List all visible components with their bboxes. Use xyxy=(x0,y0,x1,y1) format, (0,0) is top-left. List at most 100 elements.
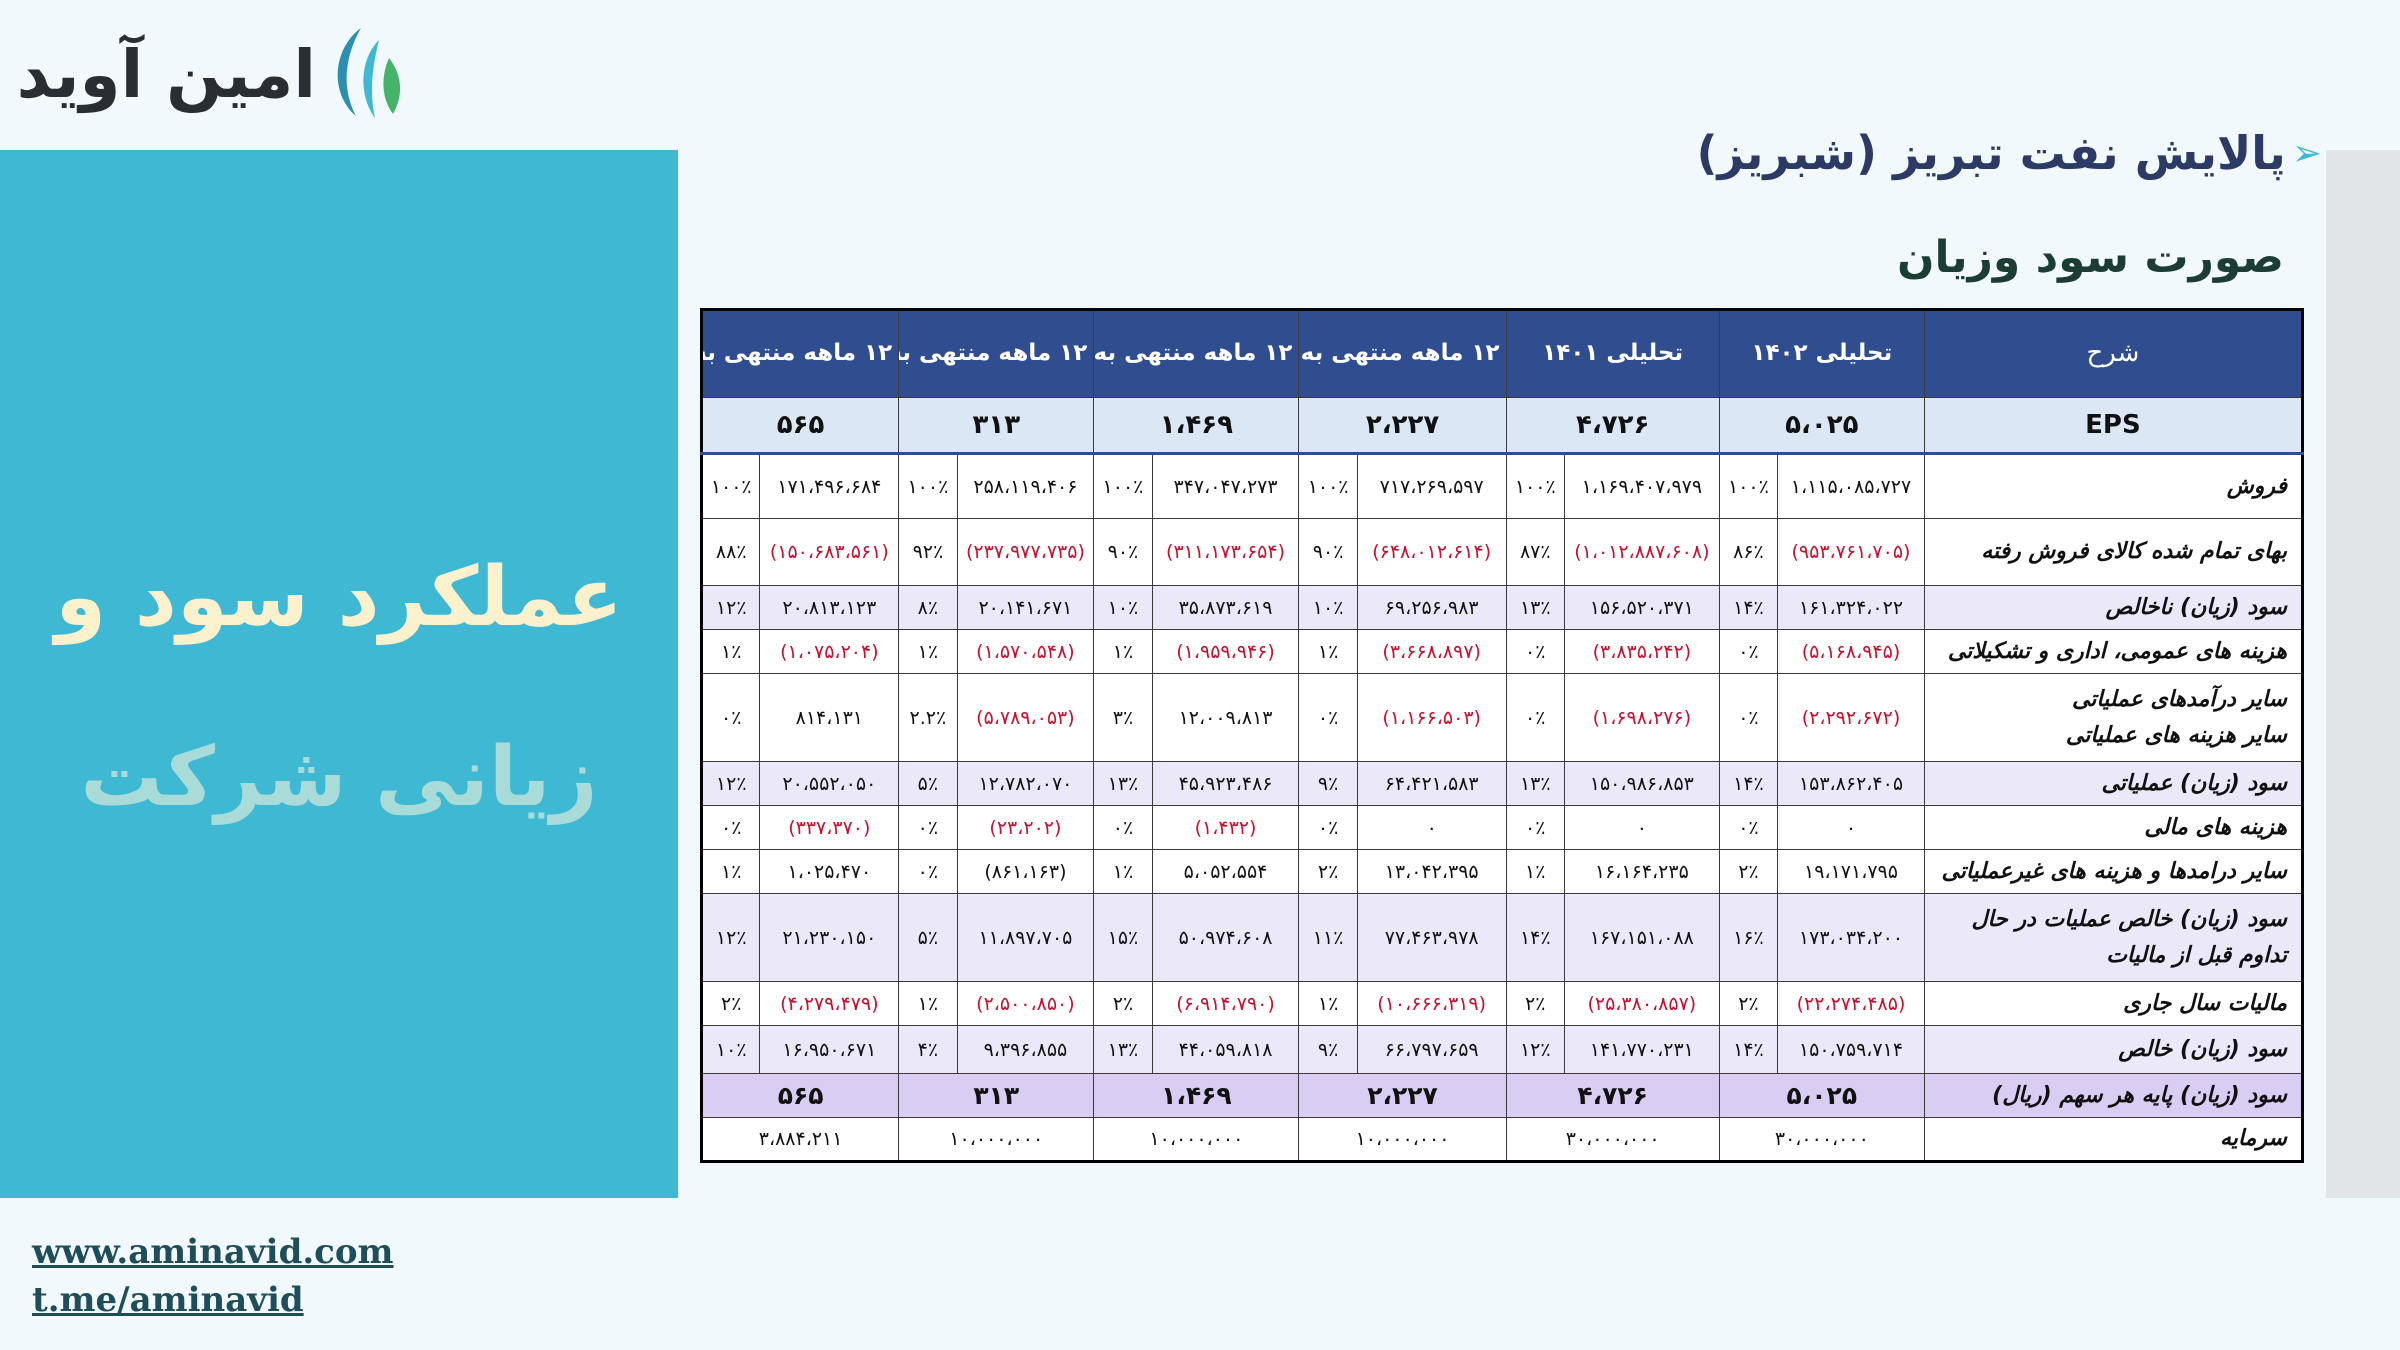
company-title-text: پالایش نفت تبریز (شبریز) xyxy=(1696,126,2286,180)
cell-percent: ۱۶٪ xyxy=(1718,893,1779,982)
capital-value: ۱۰،۰۰۰،۰۰۰ xyxy=(898,1117,1095,1162)
cell-value: (۶،۹۱۴،۷۹۰) xyxy=(1151,981,1300,1026)
cell-value: (۱،۴۳۲) xyxy=(1151,805,1300,850)
cell-percent: ۱۲٪ xyxy=(700,761,761,806)
cell-percent: ۱۰۰٪ xyxy=(1298,453,1358,519)
cell-percent: ۰٪ xyxy=(700,673,761,762)
cell-value: (۱،۱۶۶،۵۰۳) xyxy=(1356,673,1507,762)
cell-percent: ۰٪ xyxy=(1298,805,1358,850)
cell-value: ۸۱۴،۱۳۱ xyxy=(759,673,900,762)
logo-text: امین آوید xyxy=(16,36,316,113)
cell-percent: ۱٪ xyxy=(1093,849,1153,894)
table-row: سود (زیان) عملیاتی ۱۵۳،۸۶۲،۴۰۵ ۱۴٪ ۱۵۰،۹۸۶،… xyxy=(700,761,2304,806)
cell-percent: ۲٪ xyxy=(1718,981,1779,1026)
cell-percent: ۱۱٪ xyxy=(1298,893,1358,982)
cell-value: ۴۴،۰۵۹،۸۱۸ xyxy=(1151,1025,1300,1074)
cell-value: (۲،۲۹۲،۶۷۲) xyxy=(1777,673,1925,762)
row-label: بهای تمام شده کالای فروش رفته xyxy=(1923,518,2304,586)
cell-value: (۵،۱۶۸،۹۴۵) xyxy=(1777,629,1925,674)
website-link[interactable]: www.aminavid.com xyxy=(32,1232,394,1272)
company-title: ➢ پالایش نفت تبریز (شبریز) xyxy=(1696,126,2322,180)
row-label: فروش xyxy=(1923,453,2304,519)
cell-value: ۱۹،۱۷۱،۷۹۵ xyxy=(1777,849,1925,894)
eps-value: ۵،۰۲۵ xyxy=(1718,397,1925,455)
cell-percent: ۱٪ xyxy=(898,981,958,1026)
cell-value: ۱۲،۷۸۲،۰۷۰ xyxy=(956,761,1095,806)
table-row: بهای تمام شده کالای فروش رفته (۹۵۳،۷۶۱،۷۰… xyxy=(700,518,2304,586)
row-label-text-2: سایر هزینه های عملیاتی xyxy=(2065,722,2287,748)
cell-percent: ۵٪ xyxy=(898,761,958,806)
cell-percent: ۸۷٪ xyxy=(1505,518,1565,586)
row-label: سود (زیان) عملیاتی xyxy=(1923,761,2304,806)
row-label-text: بهای تمام شده کالای فروش رفته xyxy=(1981,539,2287,565)
cell-percent: ۱٪ xyxy=(700,629,761,674)
cell-value: (۴،۲۷۹،۴۷۹) xyxy=(759,981,900,1026)
cell-percent: ۱۳٪ xyxy=(1093,761,1153,806)
table-row: فروش ۱،۱۱۵،۰۸۵،۷۲۷ ۱۰۰٪ ۱،۱۶۹،۴۰۷،۹۷۹ ۱۰۰٪ ۷۱… xyxy=(700,453,2304,519)
cell-percent: ۱۴٪ xyxy=(1718,585,1779,630)
row-label: هزینه های مالی xyxy=(1923,805,2304,850)
statement-title: صورت سود وزیان xyxy=(1897,232,2284,283)
cell-percent: ۱۰۰٪ xyxy=(1093,453,1153,519)
income-statement-table: شرح تحلیلی ۱۴۰۲ تحلیلی ۱۴۰۱ ۱۲ ماهه منتهی … xyxy=(700,308,2304,1163)
cell-percent: ۲٪ xyxy=(700,981,761,1026)
cell-value: ۱۶،۹۵۰،۶۷۱ xyxy=(759,1025,900,1074)
eps-summary-row: EPS ۵،۰۲۵ ۴،۷۲۶ ۲،۲۲۷ ۱،۴۶۹ ۳۱۳ ۵۶۵ xyxy=(700,397,2304,455)
cell-percent: ۱۴٪ xyxy=(1505,893,1565,982)
cell-value: ۴۵،۹۲۳،۴۸۶ xyxy=(1151,761,1300,806)
cell-percent: ۲٪ xyxy=(1505,981,1565,1026)
row-label-text: سود (زیان) ناخالص xyxy=(2105,594,2287,620)
eps-per-share-value: ۳۱۳ xyxy=(898,1073,1095,1118)
cell-percent: ۹۰٪ xyxy=(1298,518,1358,586)
cell-value: ۶۹،۲۵۶،۹۸۳ xyxy=(1356,585,1507,630)
cell-percent: ۲٪ xyxy=(1718,849,1779,894)
cell-value: (۲۳۷،۹۷۷،۷۳۵) xyxy=(956,518,1095,586)
capital-value: ۳۰،۰۰۰،۰۰۰ xyxy=(1718,1117,1925,1162)
cell-value: (۱،۶۹۸،۲۷۶) xyxy=(1563,673,1720,762)
cell-value: ۱۶،۱۶۴،۲۳۵ xyxy=(1563,849,1720,894)
cell-value: ۲۵۸،۱۱۹،۴۰۶ xyxy=(956,453,1095,519)
cell-percent: ۸۶٪ xyxy=(1718,518,1779,586)
cell-percent: ۱۵٪ xyxy=(1093,893,1153,982)
row-label-text: سود (زیان) خالص عملیات در حال xyxy=(1971,907,2287,933)
cell-value: ۳۵،۸۷۳،۶۱۹ xyxy=(1151,585,1300,630)
row-label: سود (زیان) پایه هر سهم (ریال) xyxy=(1923,1073,2304,1118)
table-row: هزینه های مالی ۰ ۰٪ ۰ ۰٪ ۰ ۰٪ (۱،۴۳۲) ۰٪ (۲۳،۲۰۲)… xyxy=(700,805,2304,850)
row-label-text-2: تداوم قبل از مالیات xyxy=(2106,942,2287,968)
cell-value: ۱۶۱،۳۲۴،۰۲۲ xyxy=(1777,585,1925,630)
cell-percent: ۱۲٪ xyxy=(1505,1025,1565,1074)
row-label: هزینه های عمومی، اداری و تشکیلاتی xyxy=(1923,629,2304,674)
row-label: سایر درامدها و هزینه های غیرعملیاتی xyxy=(1923,849,2304,894)
cell-value: ۱۵۰،۷۵۹،۷۱۴ xyxy=(1777,1025,1925,1074)
eps-per-share-value: ۲،۲۲۷ xyxy=(1298,1073,1507,1118)
cell-value: (۲۲،۲۷۴،۴۸۵) xyxy=(1777,981,1925,1026)
cell-value: ۰ xyxy=(1356,805,1507,850)
cell-value: ۵۰،۹۷۴،۶۰۸ xyxy=(1151,893,1300,982)
cell-percent: ۰٪ xyxy=(1093,805,1153,850)
capital-row: سرمایه ۳۰،۰۰۰،۰۰۰ ۳۰،۰۰۰،۰۰۰ ۱۰،۰۰۰،۰۰۰ ۱۰،۰… xyxy=(700,1117,2304,1162)
table-row: سایر درامدها و هزینه های غیرعملیاتی ۱۹،۱۷… xyxy=(700,849,2304,894)
row-label-text: سود (زیان) خالص xyxy=(2118,1036,2287,1062)
cell-value: (۶۴۸،۰۱۲،۶۱۴) xyxy=(1356,518,1507,586)
cell-percent: ۱۰۰٪ xyxy=(1718,453,1779,519)
cell-value: ۱،۱۱۵،۰۸۵،۷۲۷ xyxy=(1777,453,1925,519)
cell-value: ۲۰،۵۵۲،۰۵۰ xyxy=(759,761,900,806)
cell-value: ۲۱،۲۳۰،۱۵۰ xyxy=(759,893,900,982)
cell-percent: ۵٪ xyxy=(898,893,958,982)
cell-percent: ۱۳٪ xyxy=(1505,761,1565,806)
cell-percent: ۹۰٪ xyxy=(1093,518,1153,586)
telegram-link[interactable]: t.me/aminavid xyxy=(32,1280,304,1320)
table-header-row: شرح تحلیلی ۱۴۰۲ تحلیلی ۱۴۰۱ ۱۲ ماهه منتهی … xyxy=(700,309,2304,398)
cell-value: ۹،۳۹۶،۸۵۵ xyxy=(956,1025,1095,1074)
cell-value: ۶۶،۷۹۷،۶۵۹ xyxy=(1356,1025,1507,1074)
logo-mark-icon xyxy=(337,28,401,118)
cell-value: ۲۰،۸۱۳،۱۲۳ xyxy=(759,585,900,630)
cell-value: (۹۵۳،۷۶۱،۷۰۵) xyxy=(1777,518,1925,586)
column-header: ۱۲ ماهه منتهی به ۱۴۰۰/۱۲/۲۹ xyxy=(1298,309,1507,398)
cell-value: ۱۷۳،۰۳۴،۲۰۰ xyxy=(1777,893,1925,982)
column-header: تحلیلی ۱۴۰۲ xyxy=(1718,309,1925,398)
cell-percent: ۴٪ xyxy=(898,1025,958,1074)
row-label: سایر درآمدهای عملیاتی سایر هزینه های عملی… xyxy=(1923,673,2304,762)
cell-percent: ۱٪ xyxy=(1093,629,1153,674)
cell-value: (۱،۹۵۹،۹۴۶) xyxy=(1151,629,1300,674)
